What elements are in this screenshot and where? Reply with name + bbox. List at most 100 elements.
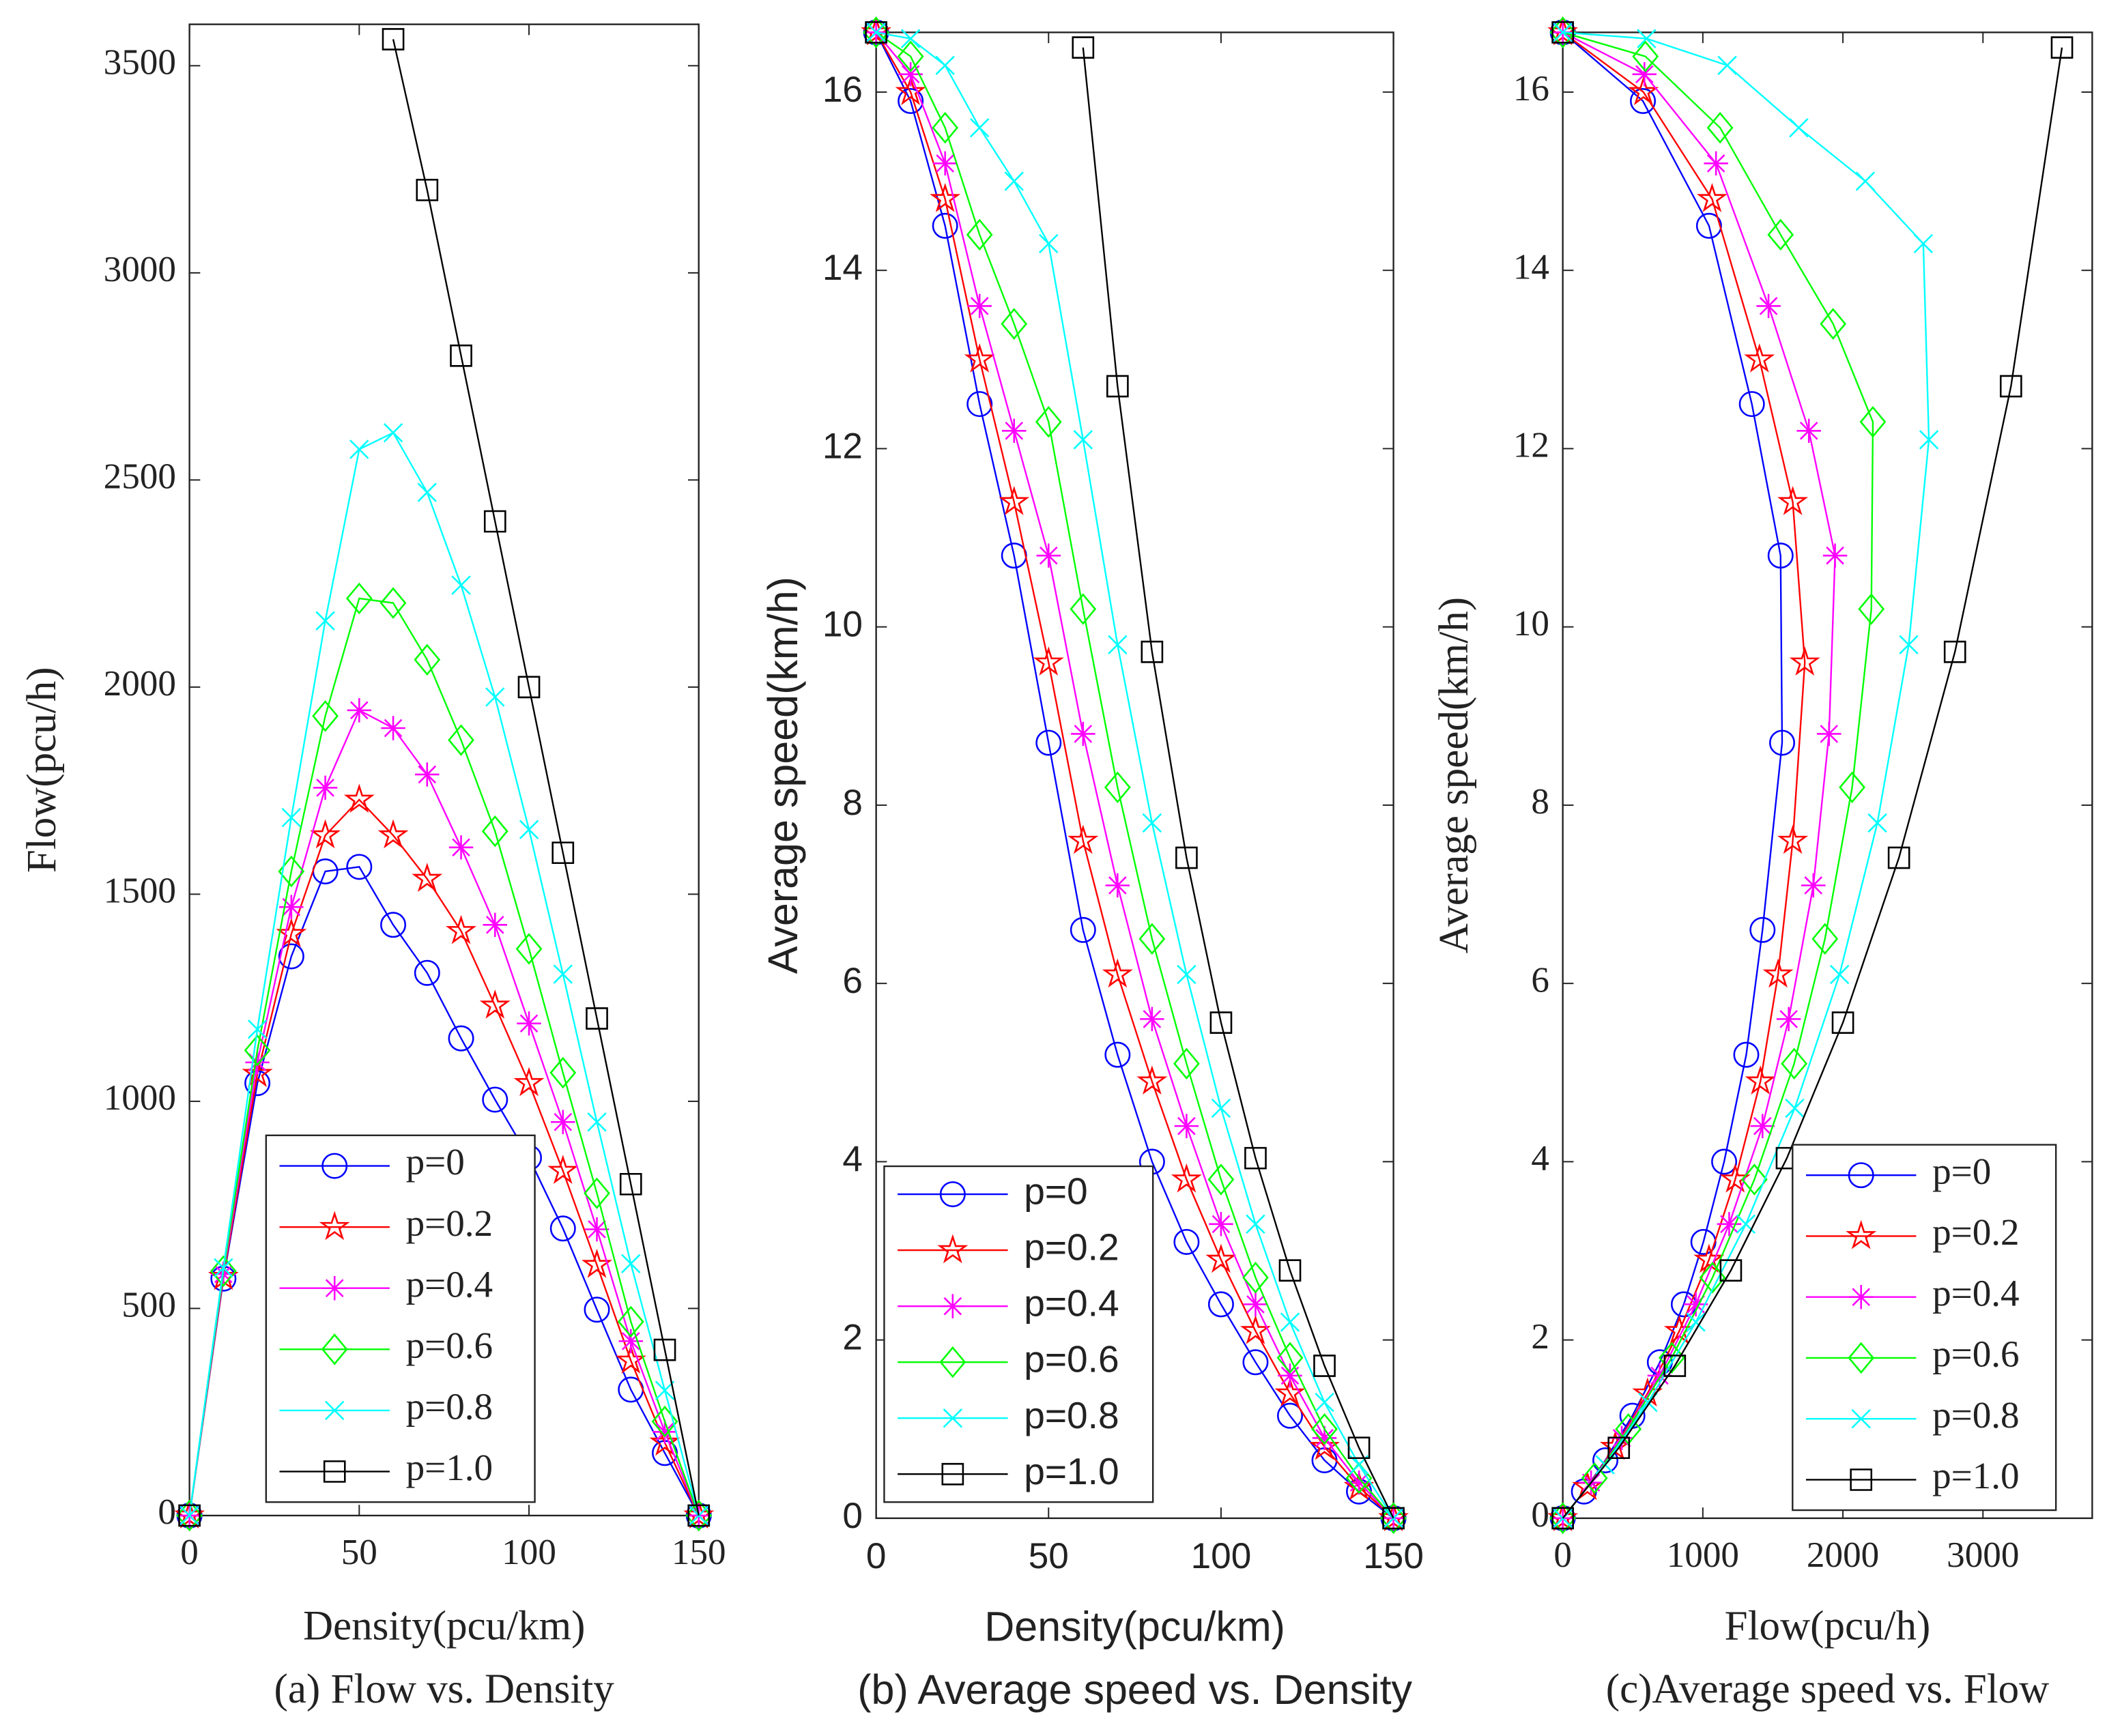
data-marker (180, 1505, 199, 1526)
data-marker (1711, 1148, 1738, 1175)
data-marker (1839, 771, 1865, 804)
data-marker (1777, 486, 1809, 515)
y-tick-label: 14 (1513, 247, 1549, 287)
series-line (1562, 47, 2063, 1519)
data-marker (381, 716, 405, 740)
data-marker (1855, 171, 1876, 191)
data-marker (1943, 640, 1966, 663)
legend-marker (325, 1400, 345, 1421)
y-tick-label: 16 (1513, 69, 1549, 108)
legend-marker (943, 1408, 963, 1428)
plot-frame (875, 31, 1394, 1520)
y-axis-label: Average speed(km/h) (1431, 597, 1477, 953)
data-marker (1551, 1507, 1574, 1530)
data-marker (1142, 813, 1162, 833)
caption: (c)Average speed vs. Flow (1606, 1666, 2049, 1712)
data-marker (347, 698, 372, 723)
data-marker (1106, 375, 1129, 398)
data-marker (1781, 1047, 1808, 1080)
data-marker (414, 643, 441, 676)
data-marker (483, 510, 506, 533)
legend-label: p=0.6 (406, 1325, 493, 1366)
data-marker (1719, 1259, 1743, 1282)
legend-marker (1851, 1408, 1871, 1429)
data-marker (584, 1217, 610, 1242)
series-line (1562, 31, 1930, 1519)
data-marker (549, 1056, 577, 1089)
data-marker (1999, 375, 2022, 398)
data-marker (312, 700, 339, 732)
legend-marker (321, 1153, 348, 1179)
data-marker (866, 23, 886, 42)
data-marker (999, 486, 1030, 515)
y-tick-label: 2 (1531, 1317, 1549, 1357)
legend-label: p=0.4 (1024, 1282, 1119, 1325)
data-marker (1831, 1011, 1854, 1034)
legend-label: p=0.8 (1932, 1394, 2020, 1436)
data-marker (1738, 391, 1765, 418)
data-marker (214, 1258, 233, 1278)
data-marker (242, 1058, 273, 1087)
data-marker (244, 1034, 271, 1067)
series-line (1562, 31, 1806, 1519)
data-marker (1347, 1470, 1371, 1495)
series-line (188, 866, 700, 1516)
legend-label: p=0 (1024, 1170, 1087, 1213)
data-marker (1683, 1292, 1708, 1317)
legend-marker (941, 1294, 965, 1318)
x-axis-label: Density(pcu/km) (984, 1603, 1285, 1649)
plot-frame (1562, 31, 2093, 1520)
data-marker (1209, 1212, 1233, 1236)
data-marker (310, 819, 341, 849)
data-marker (1274, 1377, 1306, 1407)
data-marker (1175, 846, 1198, 869)
data-marker (1686, 1312, 1706, 1332)
legend-box (265, 1134, 536, 1503)
data-marker (1551, 21, 1574, 44)
data-marker (210, 1255, 237, 1288)
data-marker (1769, 729, 1796, 756)
legend-marker (1849, 1284, 1874, 1310)
data-marker (345, 582, 373, 615)
data-marker (1811, 923, 1839, 955)
data-marker (379, 587, 407, 619)
data-marker (1073, 430, 1093, 450)
legend-label: p=0.2 (1024, 1226, 1119, 1269)
data-marker (1776, 1007, 1801, 1032)
data-marker (1785, 1098, 1805, 1118)
panel-a: 0 50 100 1500500100015002000250030003500Den… (19, 23, 726, 1712)
data-marker (1246, 1214, 1265, 1234)
data-marker (451, 575, 471, 595)
data-marker (1789, 646, 1820, 676)
x-axis-label: Density(pcu/km) (303, 1603, 585, 1649)
legend-label: p=1.0 (1932, 1455, 2020, 1496)
y-tick-label: 2000 (104, 664, 176, 704)
data-marker (279, 895, 304, 919)
panel-b: 0 50 100 150 0 2 4 6 8 10 12 14 16 Density(pcu/km) (b)… (760, 16, 1424, 1713)
data-marker (863, 16, 890, 48)
data-marker (515, 933, 543, 965)
data-marker (1789, 118, 1809, 138)
y-tick-label: 0 (158, 1492, 176, 1532)
legend-label: p=0.6 (1024, 1338, 1119, 1380)
legend-marker (1848, 1162, 1874, 1189)
data-marker (551, 841, 575, 865)
data-marker (1740, 1163, 1768, 1196)
data-marker (1071, 721, 1095, 747)
legend-marker (321, 1333, 348, 1365)
legend-label: p=0 (406, 1141, 465, 1183)
data-marker (1002, 418, 1027, 444)
data-marker (1822, 543, 1848, 568)
data-marker (1749, 916, 1776, 943)
series-line (1562, 31, 1836, 1519)
data-marker (1736, 1214, 1756, 1234)
data-marker (1796, 418, 1821, 444)
data-marker (415, 762, 440, 787)
data-marker (1347, 1436, 1371, 1460)
data-marker (245, 1050, 270, 1075)
data-marker (276, 918, 307, 947)
data-marker (1549, 16, 1577, 48)
data-marker (513, 1067, 545, 1097)
data-marker (1859, 405, 1887, 438)
y-tick-label: 0 (1531, 1495, 1549, 1535)
